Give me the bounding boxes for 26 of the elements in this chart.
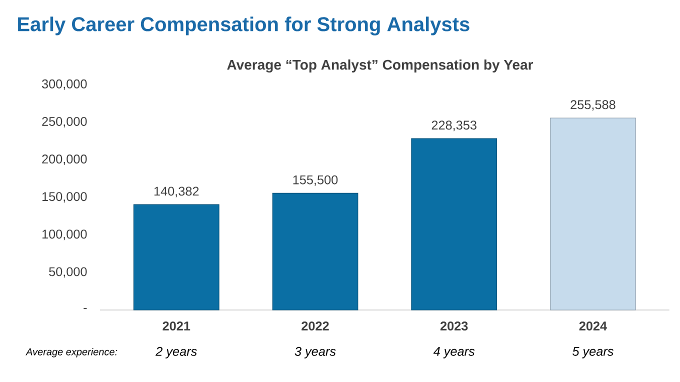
chart-title: Early Career Compensation for Strong Analysts [18, 16, 470, 36]
chart-subtitle: Average “Top Analyst” Compensation by Year [227, 59, 534, 73]
y-tick-label: 150,000 [42, 192, 87, 203]
y-tick-label: - [84, 308, 87, 310]
y-tick-label: 300,000 [42, 79, 87, 90]
text: 4 years [433, 346, 475, 358]
data-label: 155,500 [293, 175, 338, 186]
y-tick-label: 100,000 [42, 230, 87, 240]
text: 3 years [294, 346, 336, 358]
y-tick-label: 250,000 [42, 116, 87, 128]
bar [133, 204, 220, 310]
data-label: 255,588 [570, 100, 616, 111]
data-label: 228,353 [432, 120, 476, 132]
data-label: 140,382 [154, 186, 199, 198]
text: 2 years [156, 346, 197, 358]
bar [411, 138, 498, 310]
x-tick-label: 2022 [302, 322, 329, 330]
bar [272, 192, 358, 310]
y-tick-label: 50,000 [49, 267, 87, 278]
bar [550, 118, 636, 310]
text: 5 years [572, 346, 614, 358]
x-tick-label: 2023 [440, 322, 468, 330]
x-tick-label: 2024 [579, 322, 607, 330]
y-tick-label: 200,000 [42, 154, 87, 166]
x-tick-label: 2021 [162, 322, 190, 330]
text: Average experience: [26, 348, 118, 358]
